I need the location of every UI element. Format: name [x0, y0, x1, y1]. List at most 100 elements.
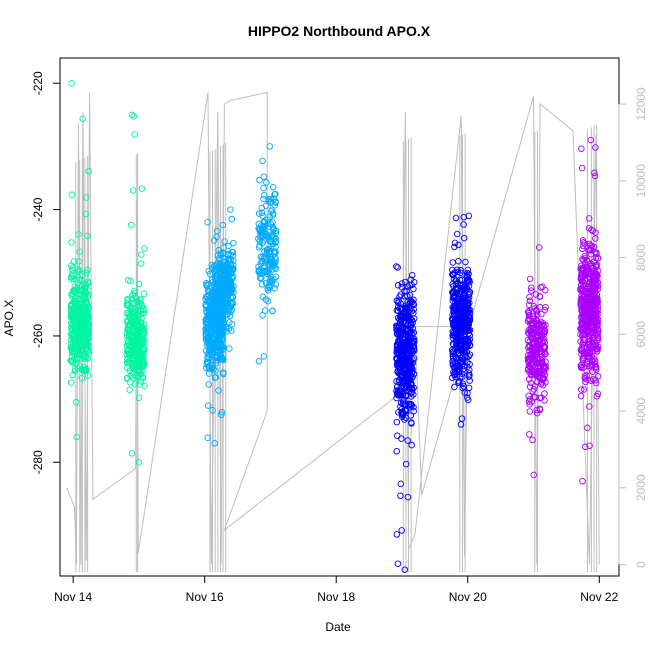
data-point: [397, 291, 405, 298]
data-point: [139, 305, 147, 312]
data-point: [464, 273, 471, 281]
data-point: [83, 334, 90, 342]
data-point: [73, 433, 80, 441]
data-point: [456, 338, 464, 345]
data-point: [262, 259, 269, 266]
data-point: [68, 80, 75, 87]
data-point: [404, 437, 411, 444]
y2-tick-label: 2000: [634, 474, 648, 501]
data-point: [525, 392, 532, 400]
data-point: [78, 276, 85, 284]
data-point: [526, 293, 533, 301]
data-point: [540, 375, 547, 383]
y2-tick-label: 4000: [634, 397, 648, 424]
data-point: [217, 341, 225, 349]
data-point: [141, 245, 148, 252]
data-point: [531, 305, 538, 312]
data-point: [269, 183, 277, 191]
data-point: [398, 435, 405, 442]
data-point: [407, 393, 415, 400]
data-point: [404, 493, 412, 501]
data-point: [526, 315, 533, 323]
data-point: [204, 402, 212, 409]
data-point: [524, 317, 532, 325]
data-point: [141, 329, 148, 337]
data-point: [255, 266, 263, 274]
data-point: [260, 353, 268, 360]
data-point: [211, 339, 219, 347]
data-point: [404, 321, 412, 328]
data-point: [408, 441, 415, 449]
data-point: [532, 291, 540, 298]
data-point: [401, 278, 409, 286]
data-point: [398, 373, 405, 381]
data-point: [82, 366, 90, 374]
data-point: [256, 270, 264, 278]
data-point: [538, 356, 546, 364]
x-tick-label: Nov 22: [580, 590, 618, 604]
data-point: [459, 354, 466, 362]
data-point: [536, 369, 543, 376]
data-point: [582, 271, 590, 278]
data-point: [536, 293, 544, 300]
data-point: [138, 251, 145, 258]
data-point: [455, 257, 462, 265]
data-point: [217, 288, 224, 295]
data-point: [229, 252, 237, 259]
data-point: [268, 277, 276, 284]
data-point: [406, 402, 413, 409]
data-point: [526, 431, 533, 438]
data-point: [215, 387, 222, 394]
data-point: [454, 309, 461, 316]
data-point: [396, 364, 403, 372]
data-point: [218, 408, 226, 416]
data-point: [135, 280, 143, 288]
data-point: [228, 215, 236, 223]
data-point: [586, 403, 593, 410]
data-point: [526, 343, 534, 350]
data-point: [579, 245, 586, 253]
data-point: [589, 335, 597, 342]
data-point: [213, 309, 221, 316]
data-point: [589, 368, 596, 375]
data-point: [449, 332, 456, 339]
data-point: [410, 301, 418, 309]
y-axis: -220 -240 -260 -280: [31, 71, 61, 474]
data-point: [76, 267, 83, 274]
data-point: [402, 305, 410, 312]
x-tick-label: Nov 18: [317, 590, 355, 604]
data-point: [268, 206, 276, 213]
data-point: [398, 280, 406, 287]
data-point: [397, 480, 405, 488]
data-point: [537, 318, 545, 326]
data-point: [255, 357, 263, 365]
data-point: [460, 234, 468, 242]
data-point: [527, 379, 535, 387]
data-point: [85, 168, 92, 175]
data-point: [578, 275, 585, 282]
data-point: [264, 233, 271, 241]
data-point: [453, 365, 461, 373]
data-point: [70, 287, 77, 294]
data-point: [449, 289, 456, 296]
data-point: [129, 310, 136, 317]
data-point: [84, 232, 91, 240]
data-point: [451, 239, 459, 247]
data-point: [78, 320, 85, 327]
data-point: [399, 377, 406, 385]
data-point: [455, 379, 462, 386]
x-axis-label: Date: [325, 620, 351, 634]
data-point: [401, 384, 408, 391]
data-point: [402, 304, 409, 312]
data-point: [534, 337, 542, 344]
data-point: [594, 254, 602, 262]
data-point: [127, 277, 134, 285]
data-point: [580, 256, 587, 264]
data-point: [525, 362, 533, 369]
data-point: [128, 111, 136, 119]
data-point: [220, 244, 227, 251]
data-point: [592, 285, 599, 293]
data-point: [450, 307, 457, 315]
data-point: [458, 415, 466, 422]
data-point: [461, 389, 468, 396]
